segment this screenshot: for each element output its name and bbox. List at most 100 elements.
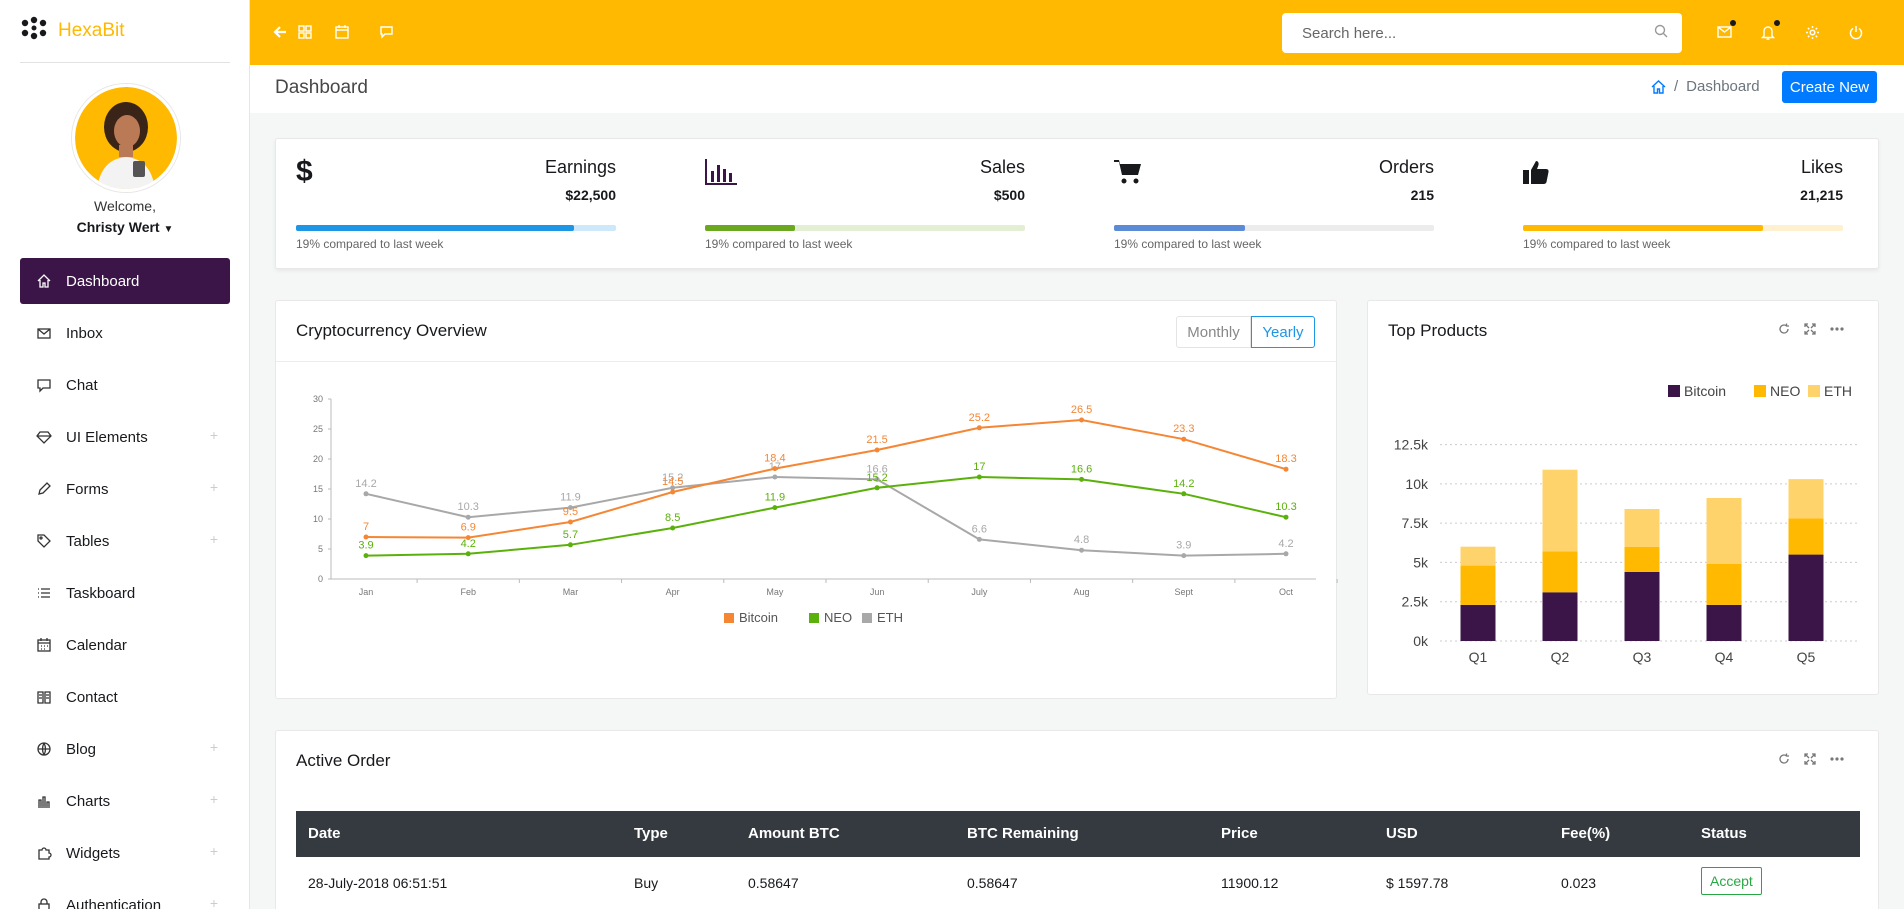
search-icon[interactable] bbox=[1654, 24, 1668, 38]
expand-icon[interactable]: + bbox=[209, 427, 218, 443]
top-products-card: Top Products 0k 2.5k 5k 7.5k 10k 12.5k Q1 Q2 Q3 Q… bbox=[1367, 300, 1879, 695]
expand-icon[interactable]: + bbox=[209, 479, 218, 495]
data-label: 21.5 bbox=[866, 434, 887, 446]
fullscreen-icon[interactable] bbox=[1804, 323, 1816, 335]
bar-neo-q1 bbox=[1460, 565, 1496, 605]
sidebar-item-widgets[interactable]: Widgets + bbox=[20, 830, 230, 876]
cell-fee: 0.023 bbox=[1561, 875, 1597, 891]
column-header[interactable]: Type bbox=[634, 825, 668, 842]
x-tick-label: Aug bbox=[1074, 587, 1090, 597]
stat-label: Likes bbox=[1800, 157, 1843, 177]
stat-label: Earnings bbox=[544, 157, 616, 177]
more-icon[interactable] bbox=[1830, 323, 1844, 335]
stat-earnings: $ Earnings $22,500 19% compared to last … bbox=[276, 155, 616, 255]
table-row[interactable]: 28-July-2018 06:51:51 Buy 0.58647 0.5864… bbox=[296, 857, 1860, 907]
sidebar-item-inbox[interactable]: Inbox bbox=[20, 310, 230, 356]
x-tick-label: Mar bbox=[563, 587, 579, 597]
expand-icon[interactable]: + bbox=[209, 843, 218, 859]
brand[interactable]: HexaBit bbox=[20, 14, 230, 63]
card-tools bbox=[1778, 323, 1844, 335]
search-input[interactable]: Search here... bbox=[1282, 13, 1682, 53]
fullscreen-icon[interactable] bbox=[1804, 753, 1816, 765]
user-name: Christy Wert bbox=[76, 219, 160, 235]
progress-bar bbox=[1523, 225, 1843, 231]
active-order-card: Active Order Date Type Amount BTC BTC Re… bbox=[275, 730, 1879, 909]
create-new-button[interactable]: Create New bbox=[1782, 71, 1877, 103]
x-tick-label: Q2 bbox=[1551, 649, 1570, 665]
data-point bbox=[567, 505, 573, 511]
power-icon[interactable] bbox=[1846, 22, 1866, 42]
sidebar-item-dashboard[interactable]: Dashboard bbox=[20, 258, 230, 304]
legend-swatch bbox=[862, 613, 872, 623]
column-header[interactable]: Price bbox=[1221, 825, 1258, 842]
sidebar-item-label: Contact bbox=[66, 688, 118, 706]
data-label: 26.5 bbox=[1071, 404, 1092, 416]
stat-likes: Likes 21,215 19% compared to last week bbox=[1503, 155, 1843, 255]
data-label: 14.2 bbox=[1173, 478, 1194, 490]
column-header[interactable]: Date bbox=[308, 825, 341, 842]
sidebar-item-contact[interactable]: Contact bbox=[20, 674, 230, 720]
stat-note: 19% compared to last week bbox=[1114, 237, 1262, 251]
brand-name: HexaBit bbox=[58, 20, 125, 41]
y-tick-label: 7.5k bbox=[1402, 515, 1429, 531]
data-point bbox=[1283, 514, 1289, 520]
x-tick-label: Feb bbox=[460, 587, 476, 597]
column-header[interactable]: Amount BTC bbox=[748, 825, 840, 842]
column-header[interactable]: Status bbox=[1701, 825, 1747, 842]
stat-label: Orders bbox=[1378, 157, 1434, 177]
column-header[interactable]: BTC Remaining bbox=[967, 825, 1079, 842]
sidebar: HexaBit Welcome, Christy Wert ▼ Dashboar… bbox=[0, 0, 250, 909]
data-point bbox=[874, 476, 880, 482]
tag-icon bbox=[34, 531, 54, 551]
calendar-icon[interactable] bbox=[332, 22, 352, 42]
mail-icon[interactable] bbox=[1714, 20, 1736, 42]
progress-fill bbox=[705, 225, 795, 231]
x-tick-label: Apr bbox=[666, 587, 680, 597]
expand-icon[interactable]: + bbox=[209, 531, 218, 547]
pencil-icon bbox=[34, 479, 54, 499]
more-icon[interactable] bbox=[1830, 753, 1844, 765]
data-point bbox=[465, 551, 471, 557]
data-point bbox=[1283, 551, 1289, 557]
bell-icon[interactable] bbox=[1758, 20, 1780, 42]
expand-icon[interactable]: + bbox=[209, 895, 218, 909]
chat-icon[interactable] bbox=[376, 22, 396, 42]
refresh-icon[interactable] bbox=[1778, 323, 1790, 335]
column-header[interactable]: USD bbox=[1386, 825, 1418, 842]
refresh-icon[interactable] bbox=[1778, 753, 1790, 765]
data-point bbox=[363, 553, 369, 559]
expand-icon[interactable]: + bbox=[209, 739, 218, 755]
status-badge[interactable]: Accept bbox=[1701, 867, 1762, 895]
tab-monthly[interactable]: Monthly bbox=[1176, 316, 1251, 348]
data-label: 10.3 bbox=[458, 501, 479, 513]
y-tick-label: 12.5k bbox=[1394, 437, 1429, 453]
stat-label: Sales bbox=[979, 157, 1025, 177]
home-icon[interactable] bbox=[1651, 79, 1666, 94]
sidebar-item-ui-elements[interactable]: UI Elements + bbox=[20, 414, 230, 460]
sidebar-item-authentication[interactable]: Authentication + bbox=[20, 882, 230, 909]
sidebar-item-blog[interactable]: Blog + bbox=[20, 726, 230, 772]
column-header[interactable]: Fee(%) bbox=[1561, 825, 1611, 842]
back-arrow-icon[interactable] bbox=[270, 22, 290, 42]
crypto-overview-card: Cryptocurrency Overview Monthly Yearly 0… bbox=[275, 300, 1338, 699]
avatar[interactable] bbox=[72, 84, 180, 192]
sidebar-item-chat[interactable]: Chat bbox=[20, 362, 230, 408]
sidebar-item-forms[interactable]: Forms + bbox=[20, 466, 230, 512]
y-tick-label: 5k bbox=[1413, 554, 1429, 570]
stat-value: $22,500 bbox=[565, 187, 616, 203]
expand-icon[interactable]: + bbox=[209, 791, 218, 807]
gear-icon[interactable] bbox=[1802, 22, 1822, 42]
sidebar-item-calendar[interactable]: Calendar bbox=[20, 622, 230, 668]
data-label: 11.9 bbox=[765, 492, 786, 504]
user-menu[interactable]: Christy Wert ▼ bbox=[0, 219, 250, 235]
data-label: 17 bbox=[973, 461, 985, 473]
globe-icon bbox=[34, 739, 54, 759]
sidebar-item-label: Authentication bbox=[66, 896, 162, 909]
sidebar-item-charts[interactable]: Charts + bbox=[20, 778, 230, 824]
sidebar-item-label: Charts bbox=[66, 792, 111, 810]
tab-yearly[interactable]: Yearly bbox=[1251, 316, 1315, 348]
data-label: 3.9 bbox=[358, 540, 373, 552]
sidebar-item-tables[interactable]: Tables + bbox=[20, 518, 230, 564]
grid-icon[interactable] bbox=[295, 22, 315, 42]
sidebar-item-taskboard[interactable]: Taskboard bbox=[20, 570, 230, 616]
